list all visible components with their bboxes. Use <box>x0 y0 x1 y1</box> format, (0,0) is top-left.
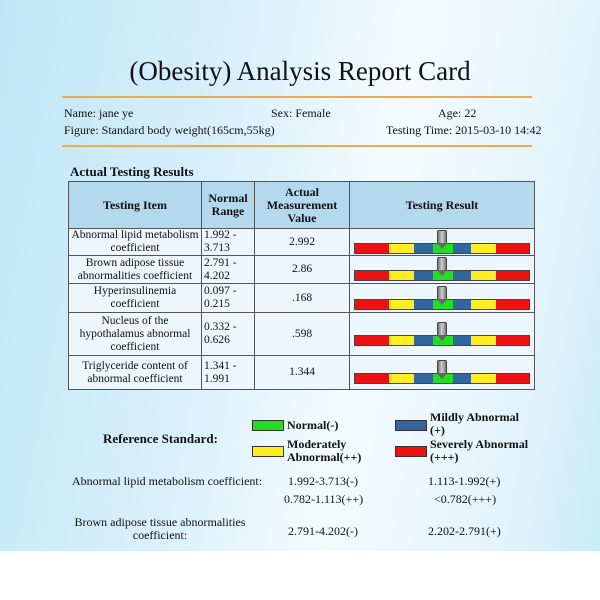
table-row: Hyperinsulinemia coefficient 0.097 - 0.2… <box>68 283 535 313</box>
scale-segment <box>355 374 389 383</box>
legend-swatch-mild <box>395 420 427 431</box>
pointer-icon <box>437 257 447 276</box>
scale-segment <box>453 299 471 309</box>
result-scale-bar <box>354 229 530 254</box>
testing-item: Abnormal lipid metabolism coefficient <box>68 228 202 256</box>
table-row: Triglyceride content of abnormal coeffic… <box>68 355 535 390</box>
testing-item: Hyperinsulinemia coefficient <box>68 283 202 313</box>
pointer-icon <box>437 229 447 249</box>
scale-segment <box>355 335 389 345</box>
scale-segment <box>389 299 414 309</box>
measurement-value: .598 <box>254 312 350 356</box>
testing-time-field: Testing Time: 2015-03-10 14:42 <box>386 123 542 137</box>
reference-label: Reference Standard: <box>103 431 218 446</box>
normal-range: 1.992 - 3.713 <box>201 228 255 256</box>
reference-normal: 1.992-3.713(-) <box>288 474 358 488</box>
scale-segment <box>453 374 471 383</box>
testing-result <box>349 283 535 313</box>
testing-item: Brown adipose tissue abnormalities coeff… <box>68 255 202 284</box>
pointer-icon <box>437 285 447 305</box>
testing-item: Nucleus of the hypothalamus abnormal coe… <box>68 312 202 356</box>
normal-range: 0.332 - 0.626 <box>201 312 255 356</box>
measurement-value: 1.344 <box>254 355 350 390</box>
reference-normal: 2.791-4.202(-) <box>288 524 358 538</box>
divider <box>62 96 532 98</box>
testing-item: Triglyceride content of abnormal coeffic… <box>68 355 202 390</box>
testing-result <box>349 312 535 356</box>
scale-segment <box>471 299 496 309</box>
table-row: Brown adipose tissue abnormalities coeff… <box>68 255 535 284</box>
reference-item-name: Abnormal lipid metabolism coefficient: <box>72 474 263 488</box>
page-title: (Obesity) Analysis Report Card <box>129 56 471 86</box>
scale-segment <box>471 335 496 345</box>
scale-segment <box>471 374 496 383</box>
reference-mild: 2.202-2.791(+) <box>428 524 501 538</box>
figure-field: Figure: Standard body weight(165cm,55kg) <box>64 123 275 137</box>
header-normal-range: Normal Range <box>201 181 255 229</box>
result-scale-bar <box>354 257 530 281</box>
normal-range: 2.791 - 4.202 <box>201 255 255 284</box>
reference-moderate: 0.782-1.113(++) <box>284 492 364 506</box>
scale-segment <box>389 335 414 345</box>
pointer-icon <box>437 360 447 379</box>
table-row: Abnormal lipid metabolism coefficient 1.… <box>68 228 535 256</box>
scale-segment <box>355 299 389 309</box>
results-table: Testing Item Normal Range Actual Measure… <box>68 181 535 390</box>
header-testing-result: Testing Result <box>349 181 535 229</box>
legend-mild: Mildly Abnormal (+) <box>430 410 520 437</box>
pointer-icon <box>437 321 447 341</box>
result-scale-bar <box>354 321 530 346</box>
scale-segment <box>414 299 433 309</box>
normal-range: 1.341 - 1.991 <box>201 355 255 390</box>
legend-moderate: Moderately Abnormal(++) <box>287 437 362 464</box>
reference-mild: 1.113-1.992(+) <box>428 474 501 488</box>
section-title: Actual Testing Results <box>70 164 194 179</box>
testing-result <box>349 355 535 390</box>
result-scale-bar <box>354 360 530 384</box>
measurement-value: .168 <box>254 283 350 313</box>
header-measurement: Actual Measurement Value <box>254 181 350 229</box>
scale-segment <box>453 271 471 280</box>
legend-swatch-moderate <box>252 446 284 457</box>
reference-severe: <0.782(+++) <box>434 492 497 506</box>
scale-segment <box>414 335 433 345</box>
scale-segment <box>496 335 529 345</box>
result-scale-bar <box>354 285 530 310</box>
scale-segment <box>453 243 471 253</box>
name-field: Name: jane ye <box>64 106 134 120</box>
legend-swatch-severe <box>395 446 427 457</box>
header-testing-item: Testing Item <box>68 181 202 229</box>
scale-segment <box>496 299 529 309</box>
scale-segment <box>496 271 529 280</box>
table-row: Nucleus of the hypothalamus abnormal coe… <box>68 312 535 356</box>
scale-segment <box>471 243 496 253</box>
testing-result <box>349 255 535 284</box>
measurement-value: 2.86 <box>254 255 350 284</box>
scale-segment <box>496 243 529 253</box>
scale-segment <box>414 243 433 253</box>
sex-field: Sex: Female <box>271 106 331 120</box>
scale-segment <box>355 243 389 253</box>
normal-range: 0.097 - 0.215 <box>201 283 255 313</box>
scale-segment <box>389 374 414 383</box>
measurement-value: 2.992 <box>254 228 350 256</box>
legend-severe: Severely Abnormal (+++) <box>430 437 529 464</box>
legend-swatch-normal <box>252 420 284 431</box>
reference-item-name: Brown adipose tissue abnormalities coeff… <box>74 515 246 542</box>
testing-result <box>349 228 535 256</box>
scale-segment <box>471 271 496 280</box>
scale-segment <box>453 335 471 345</box>
scale-segment <box>414 374 433 383</box>
report-card: (Obesity) Analysis Report Card Name: jan… <box>0 0 600 551</box>
scale-segment <box>414 271 433 280</box>
scale-segment <box>389 271 414 280</box>
scale-segment <box>389 243 414 253</box>
scale-segment <box>355 271 389 280</box>
legend-normal: Normal(-) <box>287 418 339 432</box>
scale-segment <box>496 374 529 383</box>
age-field: Age: 22 <box>438 106 477 120</box>
divider <box>62 145 532 147</box>
